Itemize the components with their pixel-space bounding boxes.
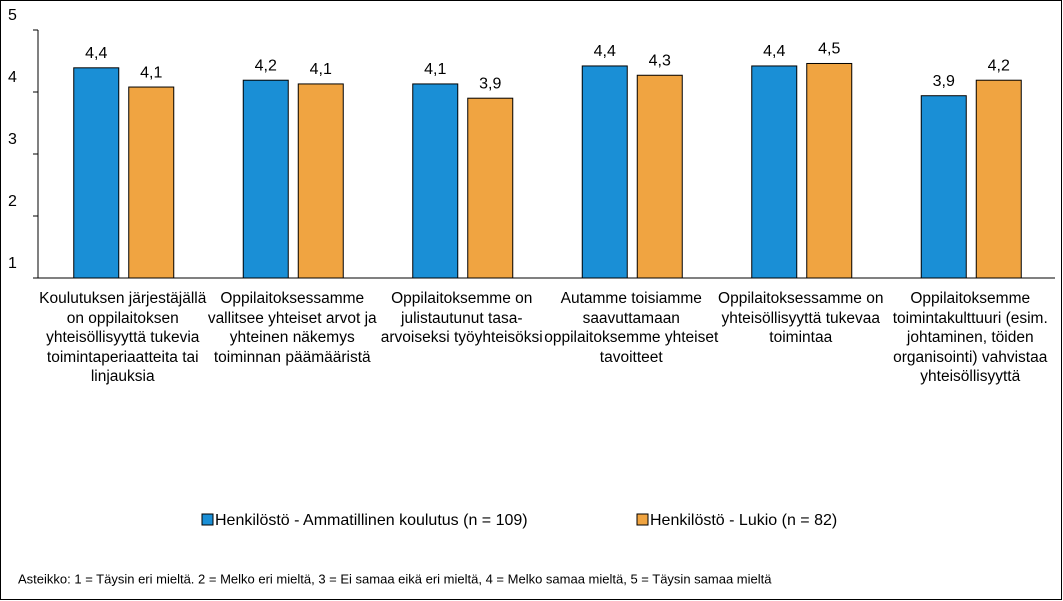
x-tick-label: Oppilaitoksemme toimintakulttuuri (esim.… [892,290,1048,385]
y-tick-label: 3 [8,131,17,148]
legend-swatch [636,513,649,526]
x-tick-label: Oppilaitoksessamme on yhteisöllisyyttä t… [718,290,884,346]
x-tick-label: Koulutuksen järjestäjällä on oppilaitoks… [39,290,207,385]
bar [242,79,289,279]
legend-label: Henkilöstö - Lukio (n = 82) [650,512,837,529]
data-label: 4,1 [424,61,446,78]
bar [920,95,967,279]
data-label: 4,4 [763,43,785,60]
footnote: Asteikko: 1 = Täysin eri mieltä. 2 = Mel… [18,571,772,586]
bar [581,65,628,279]
data-label: 4,4 [85,45,107,62]
data-label: 4,2 [988,57,1010,74]
bar [412,83,459,279]
data-label: 4,3 [649,52,671,69]
bar [806,62,853,279]
legend-label: Henkilöstö - Ammatillinen koulutus (n = … [215,512,528,529]
y-tick-label: 4 [8,69,17,86]
bar [73,67,120,279]
data-label: 4,1 [310,61,332,78]
bar [128,86,175,279]
data-label: 4,4 [594,43,616,60]
data-label: 4,1 [140,64,162,81]
data-label: 4,5 [818,41,840,58]
x-tick-label: Oppilaitoksessamme vallitsee yhteiset ar… [207,290,377,366]
y-tick-label: 2 [8,193,17,210]
data-label: 4,2 [255,57,277,74]
bar [297,83,344,279]
x-tick-label: Autamme toisiamme saavuttamaan oppilaito… [544,290,719,366]
x-tick-label: Oppilaitoksemme on julistautunut tasa-ar… [380,290,543,346]
data-label: 3,9 [479,75,501,92]
legend-swatch [201,513,214,526]
bar [975,79,1022,279]
data-label: 3,9 [933,73,955,90]
y-tick-label: 5 [8,7,17,24]
bar [467,97,514,279]
bar [636,74,683,279]
bar [751,65,798,279]
y-tick-label: 1 [8,255,17,272]
